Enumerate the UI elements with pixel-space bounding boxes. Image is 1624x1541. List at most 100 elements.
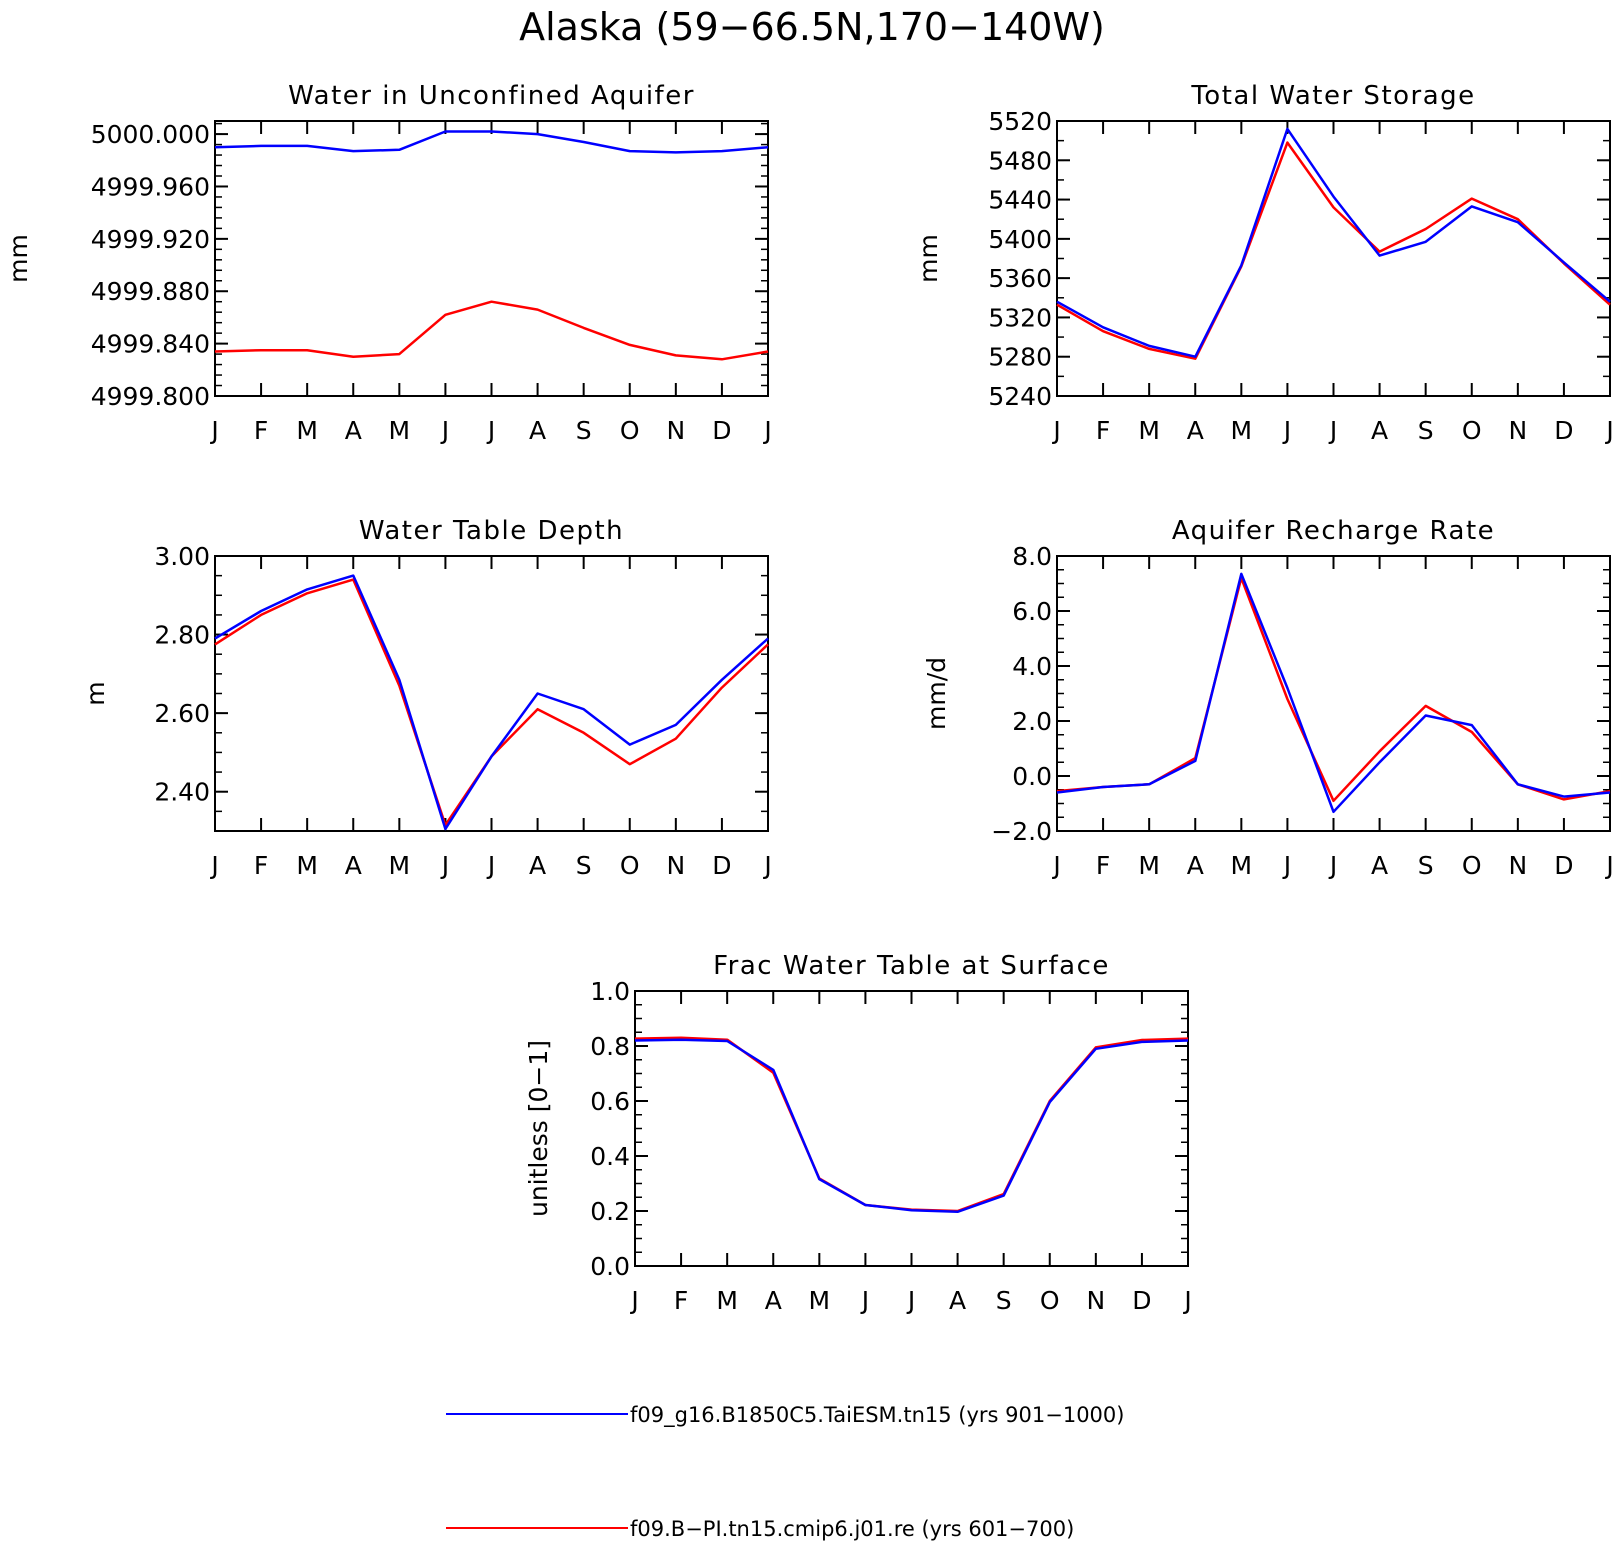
panel-water-table-depth: Water Table Depth m J F M A M J J A S O N D J2.402.6… xyxy=(81,516,772,880)
series-line-blue xyxy=(634,1038,1189,1214)
y-tick-label: 0.2 xyxy=(590,1197,630,1226)
y-tick-label: 5440 xyxy=(988,186,1052,215)
plot-frame xyxy=(634,990,1189,1267)
x-tick-label: J xyxy=(1182,1286,1191,1315)
panel-total-water-storage: Total Water Storage mm J F M A M J J A S O N D J5240… xyxy=(914,81,1614,445)
x-tick-label: M xyxy=(389,416,411,445)
y-tick-label: 5000.000 xyxy=(91,120,210,149)
x-tick-label: O xyxy=(1040,1286,1060,1315)
x-tick-label: J xyxy=(486,416,495,445)
y-tick-label: 2.60 xyxy=(154,699,210,728)
panel-title: Frac Water Table at Surface xyxy=(713,951,1110,981)
plot-frame xyxy=(1056,555,1611,832)
series-line-blue xyxy=(214,130,769,154)
x-tick-label: N xyxy=(1086,1286,1105,1315)
x-tick-label: M xyxy=(1138,416,1160,445)
x-tick-label: O xyxy=(1462,851,1482,880)
panel-title: Water Table Depth xyxy=(359,516,624,546)
y-tick-label: 5520 xyxy=(988,107,1052,136)
y-tick-label: 5280 xyxy=(988,343,1052,372)
x-tick-label: F xyxy=(254,851,268,880)
y-tick-label: 3.00 xyxy=(154,542,210,571)
y-tick-label: 0.8 xyxy=(590,1032,630,1061)
x-tick-label: J xyxy=(762,416,771,445)
x-tick-label: N xyxy=(666,416,685,445)
x-tick-label: J xyxy=(629,1286,638,1315)
x-tick-label: O xyxy=(620,416,640,445)
x-tick-label: M xyxy=(389,851,411,880)
x-tick-label: J xyxy=(1051,416,1060,445)
x-tick-label: J xyxy=(1282,851,1291,880)
x-tick-label: M xyxy=(716,1286,738,1315)
y-tick-label: 4999.920 xyxy=(91,225,210,254)
x-tick-label: J xyxy=(1604,416,1613,445)
x-tick-label: J xyxy=(1328,851,1337,880)
x-tick-label: J xyxy=(906,1286,915,1315)
y-axis-label: m xyxy=(81,681,110,705)
x-tick-label: J xyxy=(1282,416,1291,445)
y-tick-label: 1.0 xyxy=(590,977,630,1006)
y-tick-label: 4999.880 xyxy=(91,277,210,306)
y-tick-label: 4.0 xyxy=(1012,652,1052,681)
plot-frame xyxy=(214,120,769,397)
x-tick-label: F xyxy=(254,416,268,445)
x-tick-label: A xyxy=(1187,851,1204,880)
x-tick-label: A xyxy=(345,416,362,445)
x-tick-label: A xyxy=(765,1286,782,1315)
x-tick-label: S xyxy=(996,1286,1012,1315)
x-tick-label: O xyxy=(620,851,640,880)
x-tick-label: J xyxy=(209,851,218,880)
series-line-red xyxy=(214,300,769,361)
x-tick-label: S xyxy=(576,416,592,445)
series-line-blue xyxy=(214,574,769,831)
x-tick-label: F xyxy=(1096,416,1110,445)
x-tick-label: J xyxy=(762,851,771,880)
series-line-red xyxy=(214,578,769,827)
x-tick-label: M xyxy=(296,851,318,880)
y-axis-label: mm/d xyxy=(922,657,951,730)
y-axis-label: unitless [0−1] xyxy=(524,1040,553,1217)
x-tick-label: J xyxy=(1051,851,1060,880)
x-tick-label: D xyxy=(712,416,731,445)
y-axis-label: mm xyxy=(914,234,943,283)
x-tick-label: F xyxy=(674,1286,688,1315)
x-tick-label: J xyxy=(860,1286,869,1315)
y-tick-label: 2.80 xyxy=(154,621,210,650)
x-tick-label: J xyxy=(440,851,449,880)
panel-title: Total Water Storage xyxy=(1190,81,1475,111)
panel-frac-water-table-at-surface: Frac Water Table at Surface unitless [0−… xyxy=(524,951,1192,1315)
y-tick-label: 8.0 xyxy=(1012,542,1052,571)
x-tick-label: N xyxy=(1508,416,1527,445)
y-tick-label: −2.0 xyxy=(991,817,1052,846)
x-tick-label: N xyxy=(666,851,685,880)
y-tick-label: 4999.840 xyxy=(91,330,210,359)
y-tick-label: 5480 xyxy=(988,146,1052,175)
x-tick-label: J xyxy=(1604,851,1613,880)
x-tick-label: J xyxy=(440,416,449,445)
x-tick-label: M xyxy=(809,1286,831,1315)
x-tick-label: J xyxy=(486,851,495,880)
x-tick-label: A xyxy=(949,1286,966,1315)
y-tick-label: 0.6 xyxy=(590,1087,630,1116)
y-axis-label: mm xyxy=(4,234,33,283)
x-tick-label: J xyxy=(209,416,218,445)
x-tick-label: S xyxy=(1418,851,1434,880)
x-tick-label: J xyxy=(1328,416,1337,445)
series-line-blue xyxy=(1056,127,1611,358)
x-tick-label: D xyxy=(712,851,731,880)
y-tick-label: 5360 xyxy=(988,264,1052,293)
x-tick-label: S xyxy=(1418,416,1434,445)
x-tick-label: A xyxy=(1371,851,1388,880)
x-tick-label: D xyxy=(1132,1286,1151,1315)
y-tick-label: 4999.960 xyxy=(91,172,210,201)
y-tick-label: 5240 xyxy=(988,382,1052,411)
figure-title: Alaska (59−66.5N,170−140W) xyxy=(519,5,1105,49)
x-tick-label: A xyxy=(1187,416,1204,445)
x-tick-label: F xyxy=(1096,851,1110,880)
y-tick-label: 2.0 xyxy=(1012,707,1052,736)
x-tick-label: S xyxy=(576,851,592,880)
x-tick-label: A xyxy=(345,851,362,880)
x-tick-label: A xyxy=(529,416,546,445)
